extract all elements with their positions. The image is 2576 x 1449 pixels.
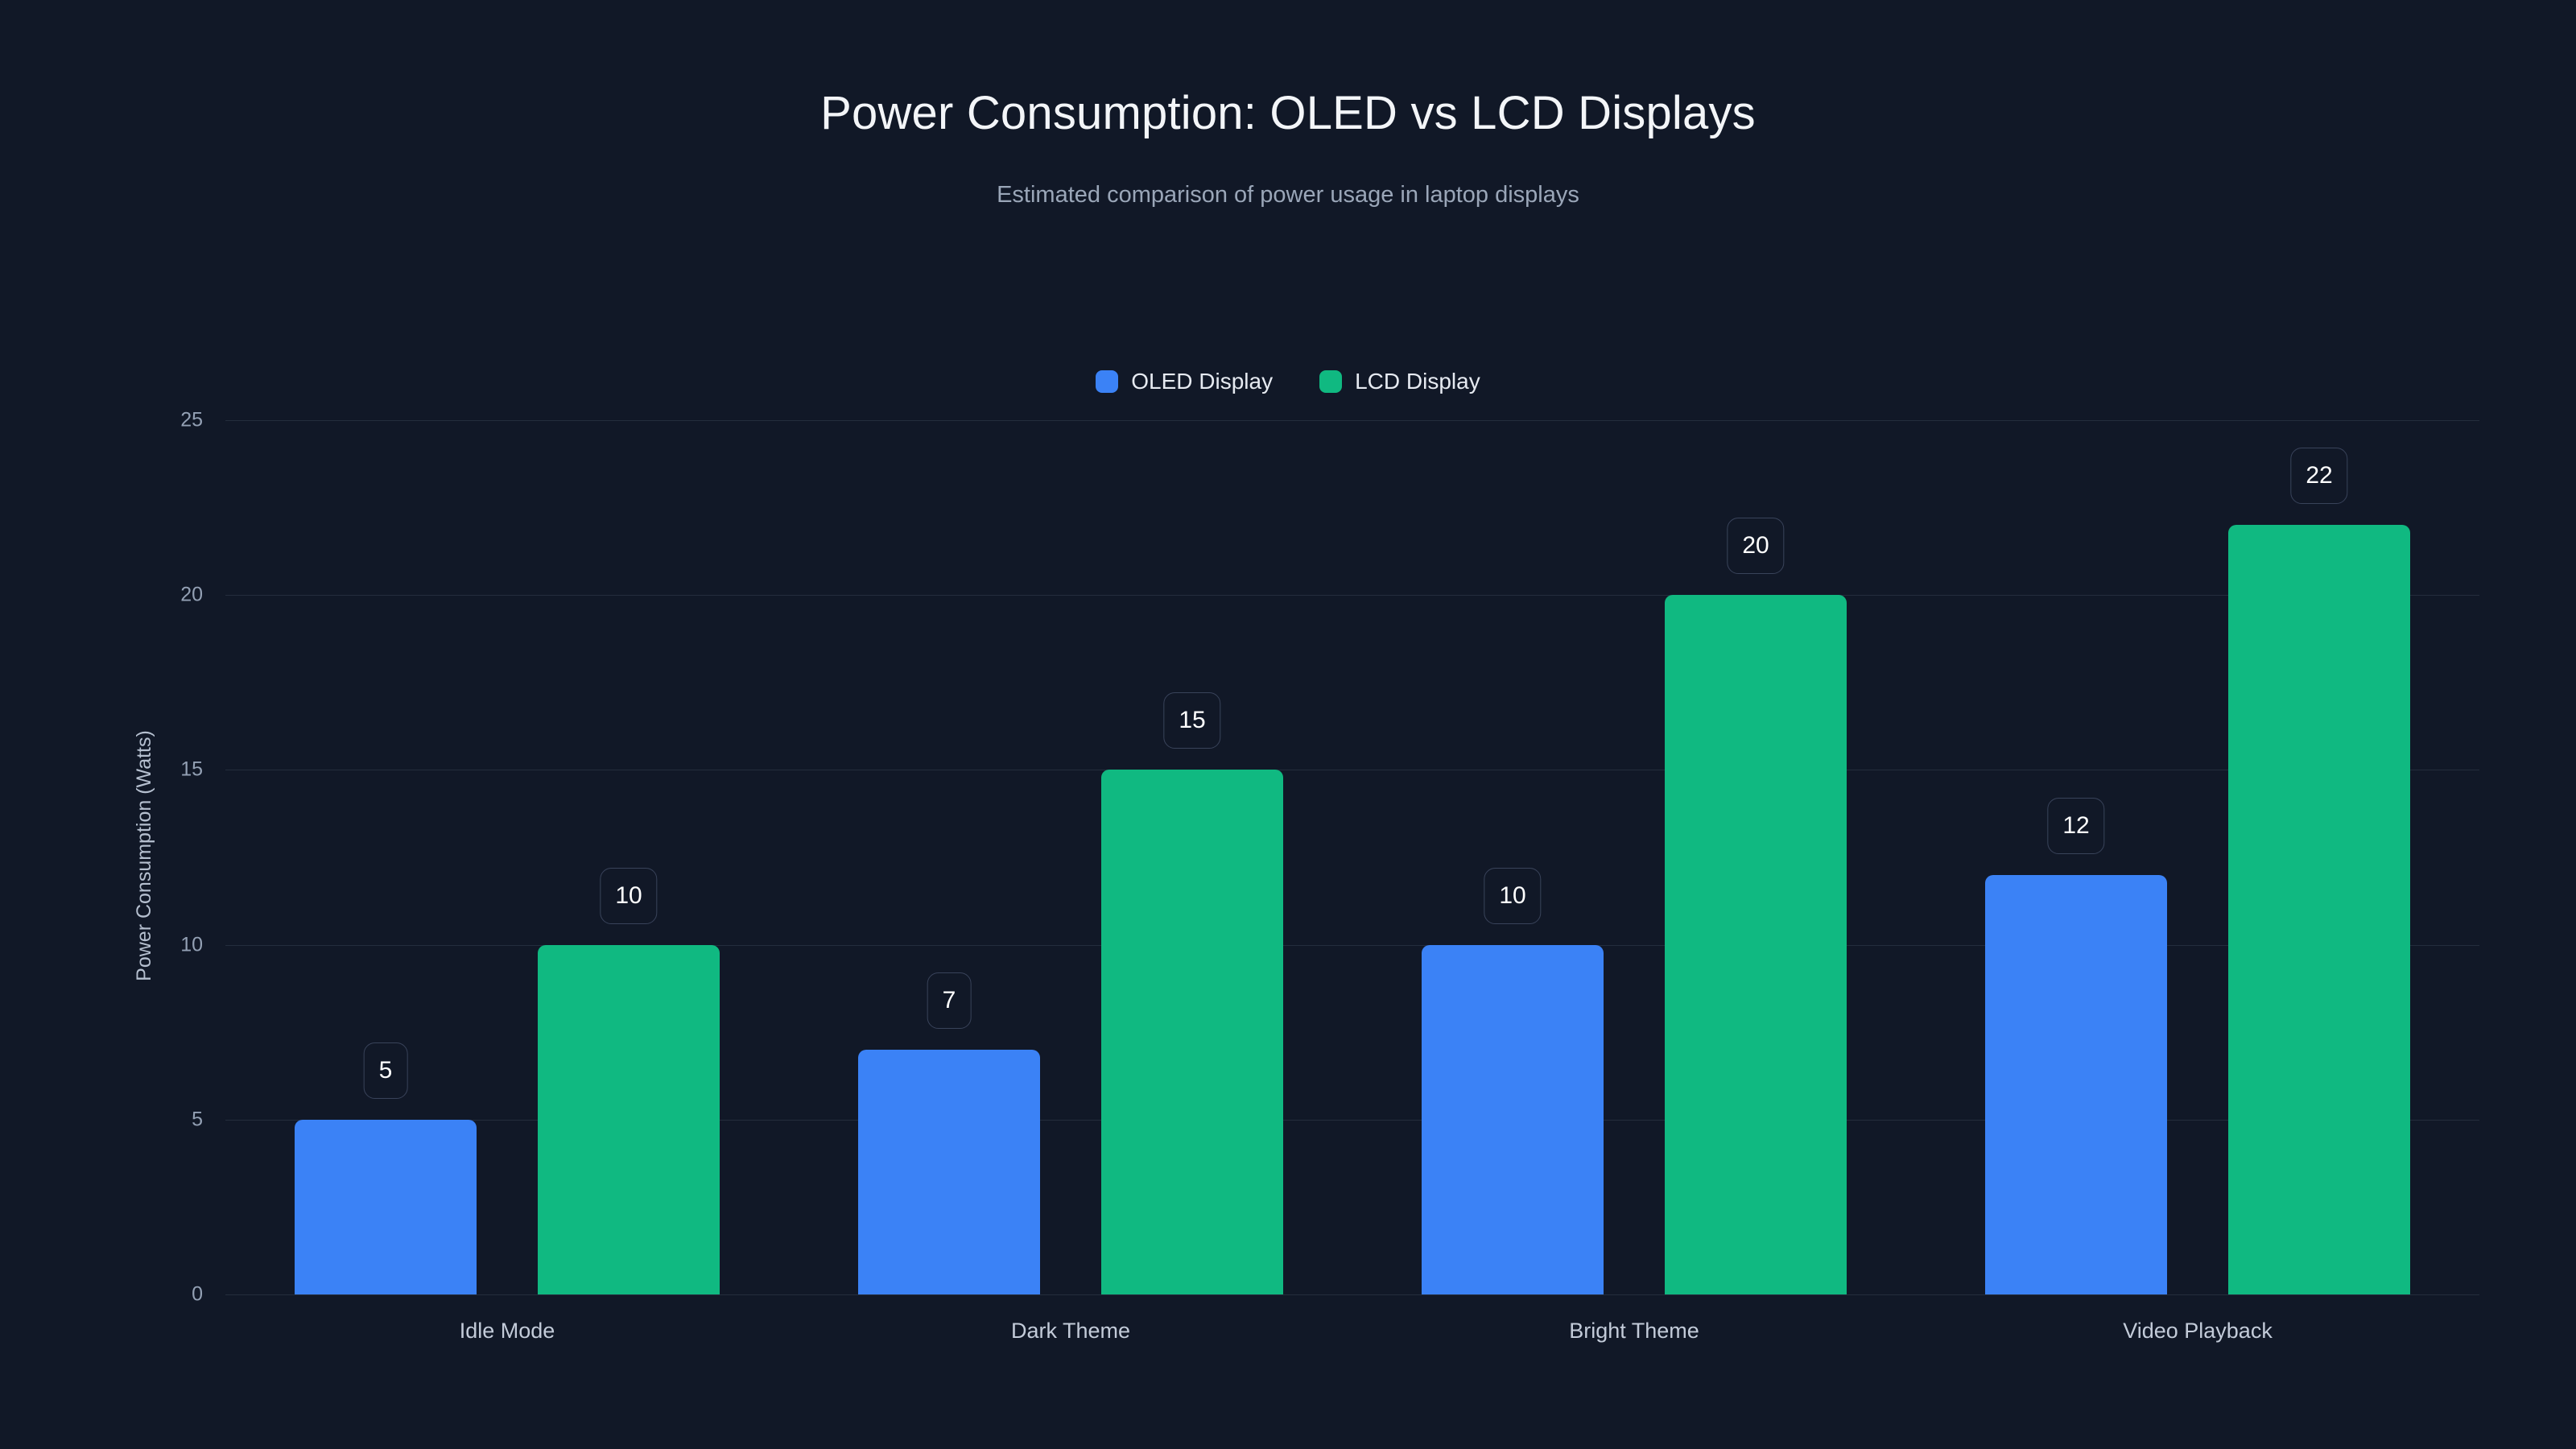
y-axis-tick-label: 10 [180,933,203,956]
x-axis-tick-label: Video Playback [2123,1319,2273,1343]
y-axis-tick-label: 20 [180,583,203,606]
chart-legend: OLED Display LCD Display [0,370,2576,393]
y-axis-tick-label: 0 [192,1282,203,1306]
gridline [225,420,2479,421]
legend-item-label: OLED Display [1131,369,1274,394]
plot-area: 0 5 10 15 20 25 5 10 7 15 10 20 12 22 [180,410,2479,1304]
gridline [225,944,2479,946]
bar-slot: 20 [1665,420,1847,1294]
bar-value-label: 22 [2290,448,2348,505]
x-axis-labels: Idle Mode Dark Theme Bright Theme Video Pla… [225,1320,2479,1342]
bar-group: 10 20 [1352,420,1916,1294]
bar-value-label: 12 [2047,797,2105,854]
y-axis-tick-label: 25 [180,408,203,431]
x-axis-tick-label: Bright Theme [1569,1319,1699,1343]
legend-square-icon [1096,370,1119,393]
bar-group: 5 10 [225,420,789,1294]
bar-value-label: 5 [363,1042,408,1099]
bar[interactable] [1985,874,2167,1294]
bar-value-label: 10 [600,867,658,924]
bar-group: 7 15 [789,420,1352,1294]
bar[interactable] [295,1119,477,1294]
legend-item[interactable]: LCD Display [1319,370,1480,393]
y-axis-title: Power Consumption (Watts) [132,730,155,981]
bar-groups: 5 10 7 15 10 20 12 22 [225,420,2479,1294]
bar-group: 12 22 [1916,420,2479,1294]
gridline [225,1294,2479,1295]
bar[interactable] [858,1049,1040,1294]
bar-value-label: 10 [1484,867,1542,924]
bar-slot: 7 [858,420,1040,1294]
y-axis-tick-label: 15 [180,758,203,781]
gridline [225,595,2479,597]
legend-square-icon [1319,370,1343,393]
bar-slot: 12 [1985,420,2167,1294]
bar[interactable] [2228,525,2410,1294]
bar-slot: 10 [1422,420,1604,1294]
bar-value-label: 7 [927,972,972,1029]
bar-slot: 10 [538,420,720,1294]
y-axis-tick-label: 5 [192,1108,203,1131]
bar[interactable] [538,944,720,1294]
bar-value-label: 15 [1163,692,1221,749]
bar-slot: 5 [295,420,477,1294]
bar-slot: 15 [1101,420,1283,1294]
gridline [225,1119,2479,1121]
bar-slot: 22 [2228,420,2410,1294]
bar[interactable] [1422,944,1604,1294]
legend-item[interactable]: OLED Display [1096,370,1273,393]
bar-value-label: 20 [1727,518,1785,575]
bar[interactable] [1101,770,1283,1294]
legend-item-label: LCD Display [1355,369,1480,394]
x-axis-tick-label: Idle Mode [459,1319,555,1343]
bar[interactable] [1665,595,1847,1294]
x-axis-tick-label: Dark Theme [1010,1319,1131,1343]
